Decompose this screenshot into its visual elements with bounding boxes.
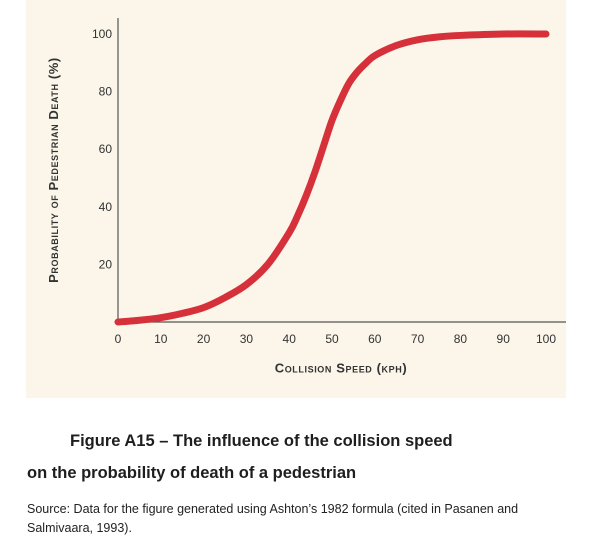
y-tick-label: 20 bbox=[99, 257, 113, 271]
x-tick-label: 60 bbox=[368, 332, 382, 346]
figure-source-note: Source: Data for the figure generated us… bbox=[27, 502, 519, 535]
chart-series bbox=[114, 30, 550, 326]
y-tick-label: 40 bbox=[99, 200, 113, 214]
y-tick-label: 80 bbox=[99, 85, 113, 99]
figure-title-line-1: Figure A15 – The influence of the collis… bbox=[70, 432, 453, 450]
x-tick-label: 20 bbox=[197, 332, 211, 346]
chart-panel bbox=[26, 0, 566, 398]
death-probability-curve bbox=[114, 30, 550, 326]
x-tick-label: 40 bbox=[283, 332, 297, 346]
x-tick-label: 90 bbox=[497, 332, 511, 346]
x-tick-label: 30 bbox=[240, 332, 254, 346]
chart-axes bbox=[117, 18, 566, 323]
chart-ticks: 0 10 20 30 40 50 60 70 80 90 100 20 40 60 80 100 bbox=[92, 27, 556, 346]
x-tick-label: 0 bbox=[115, 332, 122, 346]
x-axis-label: Collision Speed (kph) bbox=[274, 360, 408, 376]
figure-title-line-2: on the probability of death of a pedestr… bbox=[27, 464, 357, 482]
x-tick-label: 80 bbox=[454, 332, 468, 346]
y-axis-label: Probability of Pedestrian Death (%) bbox=[46, 57, 61, 283]
y-tick-label: 60 bbox=[99, 142, 113, 156]
x-tick-label: 50 bbox=[325, 332, 339, 346]
chart-plot: 0 10 20 30 40 50 60 70 80 90 100 20 40 60 80 100 bbox=[92, 18, 566, 346]
x-tick-label: 100 bbox=[536, 332, 556, 346]
x-tick-label: 10 bbox=[154, 332, 168, 346]
x-tick-label: 70 bbox=[411, 332, 425, 346]
y-tick-label: 100 bbox=[92, 27, 112, 41]
